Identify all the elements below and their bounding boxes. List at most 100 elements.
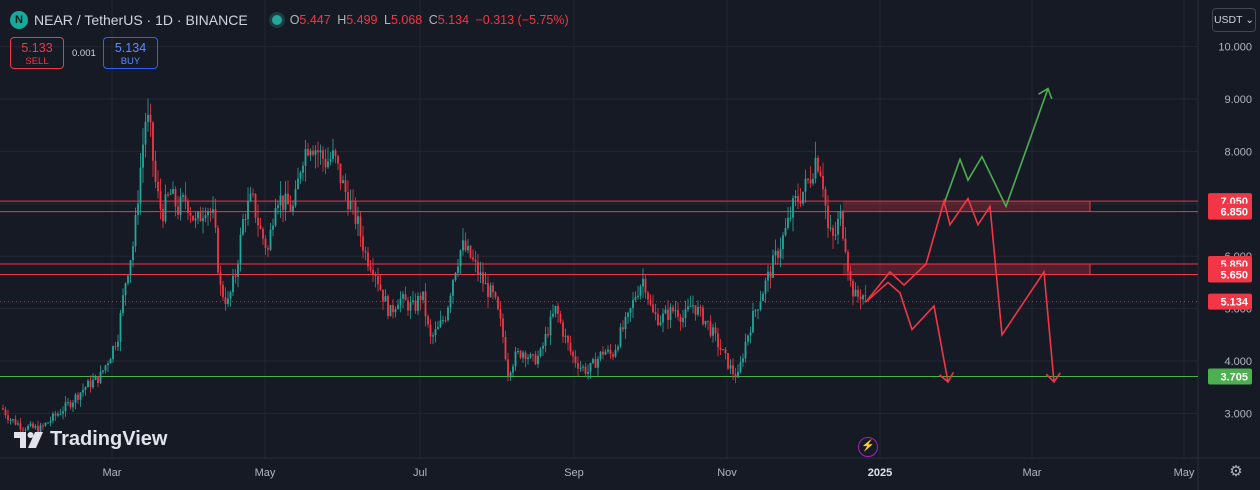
- candle: [699, 304, 702, 317]
- sell-label: SELL: [25, 56, 49, 67]
- candle: [647, 290, 649, 305]
- candle: [294, 180, 297, 208]
- candle: [502, 313, 504, 344]
- grid-lines: [0, 0, 1198, 458]
- candle-body: [744, 341, 747, 359]
- candle-body: [739, 362, 742, 372]
- candle-body: [577, 362, 579, 369]
- candle: [349, 189, 352, 211]
- candle: [259, 218, 262, 230]
- candle-body: [534, 354, 537, 365]
- spread-value: 0.001: [72, 48, 96, 59]
- price-label-box: [1208, 203, 1252, 220]
- candle-body: [352, 200, 354, 202]
- candle: [97, 375, 99, 388]
- symbol-title[interactable]: NEAR / TetherUS · 1D · BINANCE: [34, 12, 248, 28]
- candle-body: [219, 272, 222, 285]
- candle: [129, 259, 132, 284]
- candle-body: [137, 203, 139, 215]
- candle: [179, 188, 182, 221]
- candle: [462, 228, 464, 256]
- candle: [437, 321, 439, 330]
- candle-body: [742, 358, 744, 363]
- candle: [244, 213, 247, 233]
- candle: [44, 422, 47, 427]
- candle: [204, 207, 207, 223]
- candle: [602, 346, 604, 360]
- candle: [544, 326, 547, 353]
- buy-button[interactable]: 5.134 BUY: [103, 37, 158, 69]
- candle: [679, 314, 682, 331]
- candle: [444, 316, 447, 323]
- candle-body: [342, 180, 344, 184]
- candle-body: [779, 249, 782, 258]
- candle: [57, 411, 59, 418]
- candle-body: [212, 209, 214, 213]
- candle-body: [144, 121, 147, 145]
- candle: [79, 391, 82, 407]
- candle-body: [559, 313, 562, 323]
- candle-body: [129, 260, 132, 276]
- candle: [47, 422, 49, 424]
- candle-body: [304, 148, 307, 166]
- sell-button[interactable]: 5.133 SELL: [10, 37, 64, 69]
- candle: [229, 290, 232, 307]
- candle-body: [797, 196, 799, 202]
- candle: [587, 364, 589, 380]
- candle: [272, 218, 274, 237]
- candle: [629, 307, 632, 322]
- candle-body: [269, 229, 272, 250]
- candle: [249, 186, 252, 203]
- flash-icon[interactable]: ⚡: [858, 437, 878, 457]
- candle-body: [762, 293, 764, 302]
- candle: [254, 193, 257, 223]
- candle-body: [359, 216, 362, 237]
- candle: [857, 285, 859, 304]
- candle-body: [557, 305, 559, 314]
- candle-body: [592, 359, 594, 363]
- candle-body: [517, 351, 519, 353]
- candle: [389, 305, 392, 317]
- candle: [834, 221, 837, 241]
- candle: [34, 424, 37, 430]
- gear-icon[interactable]: ⚙: [1229, 463, 1243, 480]
- candle-body: [42, 425, 44, 427]
- candle: [82, 383, 84, 397]
- candle-body: [589, 362, 592, 372]
- candle: [114, 341, 117, 351]
- candle-body: [149, 114, 152, 123]
- candle: [297, 167, 299, 190]
- candle: [604, 349, 607, 355]
- candle: [262, 226, 264, 246]
- candle: [684, 300, 687, 328]
- candle: [577, 356, 579, 377]
- candle: [329, 152, 332, 166]
- candle-body: [37, 426, 39, 433]
- candle-body: [224, 297, 227, 305]
- candle: [707, 320, 709, 331]
- candle-body: [189, 212, 192, 216]
- candle: [149, 103, 152, 137]
- candle: [667, 300, 669, 329]
- price-label: 3.705: [1220, 371, 1248, 383]
- candle-body: [804, 178, 807, 192]
- candle: [522, 350, 524, 363]
- candle-body: [4, 409, 7, 416]
- candle: [147, 98, 149, 132]
- candle: [202, 207, 204, 234]
- candle-body: [412, 300, 414, 303]
- candle-body: [684, 309, 687, 319]
- candle: [592, 357, 594, 364]
- candle: [504, 330, 507, 361]
- candle: [832, 224, 834, 249]
- candle: [524, 350, 527, 368]
- candle-body: [284, 193, 287, 210]
- candle-body: [294, 189, 297, 206]
- currency-selector[interactable]: USDT ⌄: [1212, 8, 1256, 32]
- candle-body: [859, 296, 862, 300]
- candle-body: [217, 227, 219, 273]
- candle-body: [599, 351, 602, 359]
- candle: [674, 300, 677, 318]
- candle: [487, 276, 489, 309]
